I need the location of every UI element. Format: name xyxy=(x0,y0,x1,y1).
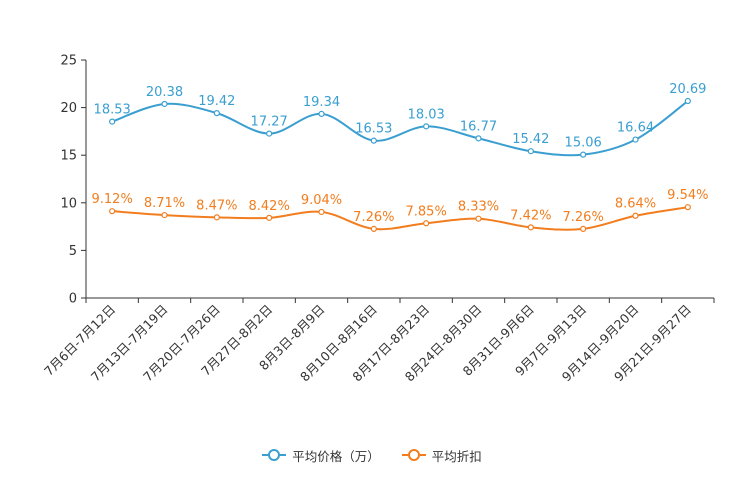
data-point[interactable] xyxy=(370,137,377,144)
data-label: 18.53 xyxy=(94,103,131,118)
data-point[interactable] xyxy=(161,211,168,219)
data-label: 7.42% xyxy=(510,208,551,223)
chart-legend: 平均价格（万） 平均折扣 xyxy=(0,444,744,466)
data-label: 20.69 xyxy=(669,82,706,97)
legend-line-circle-icon xyxy=(401,449,426,461)
y-tick-label: 25 xyxy=(60,54,77,69)
data-point[interactable] xyxy=(213,214,220,221)
data-point[interactable] xyxy=(475,135,482,142)
data-label: 19.34 xyxy=(303,95,340,110)
data-label: 8.47% xyxy=(196,198,237,213)
data-point[interactable] xyxy=(580,225,587,232)
data-point[interactable] xyxy=(423,123,430,130)
data-label: 9.04% xyxy=(301,193,342,208)
data-point[interactable] xyxy=(527,148,534,155)
data-point[interactable] xyxy=(527,224,534,231)
data-point[interactable] xyxy=(684,97,691,105)
data-point[interactable] xyxy=(266,130,273,137)
legend-label-avg-price: 平均价格（万） xyxy=(292,448,380,464)
y-tick-label: 15 xyxy=(60,149,77,164)
data-point[interactable] xyxy=(423,220,430,227)
data-label: 15.06 xyxy=(565,136,602,151)
y-tick-label: 5 xyxy=(69,244,77,259)
data-label: 7.26% xyxy=(563,210,604,225)
data-point[interactable] xyxy=(684,204,691,211)
data-point[interactable] xyxy=(475,215,482,222)
y-tick-label: 0 xyxy=(69,292,77,307)
data-label: 8.33% xyxy=(458,200,499,215)
data-label: 15.42 xyxy=(512,132,549,147)
data-point[interactable] xyxy=(632,136,639,143)
data-label: 16.64 xyxy=(617,121,654,136)
data-label: 8.42% xyxy=(249,199,290,214)
data-label: 7.85% xyxy=(406,204,447,219)
series-line-2 xyxy=(112,206,688,231)
data-label: 17.27 xyxy=(251,115,288,130)
data-point[interactable] xyxy=(161,100,168,108)
data-point[interactable] xyxy=(318,208,325,216)
y-tick-label: 20 xyxy=(60,101,77,116)
data-label: 20.38 xyxy=(146,85,183,100)
data-label: 16.53 xyxy=(355,122,392,137)
data-label: 9.12% xyxy=(92,192,133,207)
data-point[interactable] xyxy=(266,214,273,221)
data-point[interactable] xyxy=(109,208,116,215)
legend-label-avg-discount: 平均折扣 xyxy=(431,448,482,464)
data-point[interactable] xyxy=(318,110,325,117)
data-label: 8.71% xyxy=(144,196,185,211)
data-label: 8.64% xyxy=(615,197,656,212)
legend-line-circle-icon xyxy=(262,449,287,461)
data-point[interactable] xyxy=(632,212,639,219)
line-chart: 05101520257月6日-7月12日7月13日-7月19日7月20日-7月2… xyxy=(41,54,715,384)
data-point[interactable] xyxy=(580,151,587,158)
data-point[interactable] xyxy=(370,225,377,232)
data-label: 18.03 xyxy=(408,107,445,122)
y-tick-label: 10 xyxy=(60,196,77,211)
data-label: 9.54% xyxy=(667,188,708,203)
legend-item-avg-price[interactable]: 平均价格（万） xyxy=(262,446,380,465)
data-label: 7.26% xyxy=(353,210,394,225)
data-point[interactable] xyxy=(109,118,116,125)
data-label: 16.77 xyxy=(460,119,497,134)
data-label: 19.42 xyxy=(198,94,235,109)
data-point[interactable] xyxy=(213,110,220,117)
legend-item-avg-discount[interactable]: 平均折扣 xyxy=(401,446,482,465)
